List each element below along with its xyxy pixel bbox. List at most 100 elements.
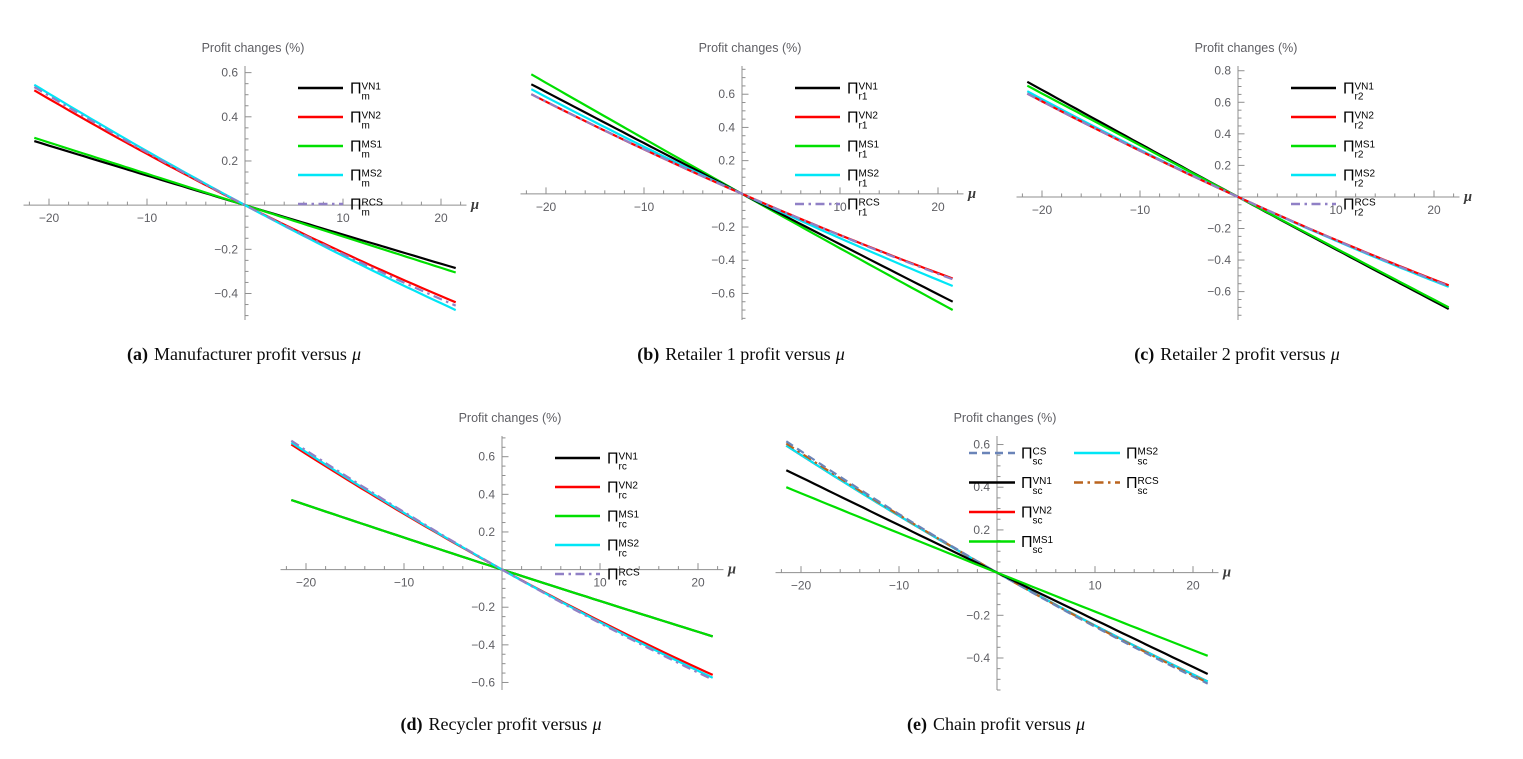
legend-superscript: VN2 [1355, 111, 1375, 122]
legend-symbol: Π [1343, 110, 1355, 127]
y-tick-label: −0.2 [471, 600, 495, 614]
y-tick-label: 0.2 [973, 523, 990, 537]
x-tick-label: 10 [593, 576, 607, 590]
legend-symbol: Π [847, 168, 859, 185]
x-axis-label-mu: μ [727, 562, 736, 578]
y-tick-label: −0.2 [711, 220, 735, 234]
legend-subscript: r1 [859, 208, 868, 219]
series-line-MS2 [33, 83, 457, 312]
legend-symbol: Π [1343, 168, 1355, 185]
legend-symbol: Π [1021, 505, 1033, 522]
y-tick-label: −0.6 [1207, 285, 1231, 299]
caption-label: (d) [400, 714, 423, 734]
caption-text: Retailer 2 profit versus [1160, 344, 1326, 364]
legend-symbol: Π [607, 451, 619, 468]
caption-label: (b) [637, 344, 660, 364]
y-tick-label: −0.4 [214, 286, 238, 300]
legend-symbol: Π [847, 139, 859, 156]
legend-subscript: r2 [1355, 92, 1364, 103]
x-tick-label: 20 [691, 576, 705, 590]
x-tick-label: −10 [137, 211, 158, 225]
legend-subscript: m [362, 179, 370, 190]
caption-mu-symbol: μ [592, 714, 602, 734]
x-tick-label: −20 [296, 576, 317, 590]
y-tick-label: −0.4 [966, 651, 990, 665]
chart-c-canvas: Profit changes (%) −20 −10 10 20 −0.6 −0.4 −0.2… [1016, 41, 1472, 320]
figure-e: Profit changes (%) −20 −10 10 20 −0.4 −0.2 0.2 0… [757, 378, 1235, 750]
chart-e-canvas: Profit changes (%) −20 −10 10 20 −0.4 −0.2 0.2 0… [775, 411, 1231, 691]
caption-text: Retailer 1 profit versus [665, 344, 831, 364]
y-tick-label: 0.4 [973, 480, 990, 494]
chart-title: Profit changes (%) [699, 41, 802, 55]
legend-subscript: rc [619, 491, 627, 502]
legend-superscript: VN1 [1033, 476, 1053, 487]
legend-superscript: RCS [859, 198, 880, 209]
chart-a-canvas: Profit changes (%) −20 −10 10 20 −0.4 −0.2 0.2 0… [23, 41, 479, 320]
series-line-RCS [530, 93, 954, 281]
legend-superscript: VN1 [1355, 82, 1375, 93]
legend-subscript: r1 [859, 179, 868, 190]
series-line-RCS [33, 86, 457, 307]
y-tick-label: 0.4 [221, 110, 238, 124]
x-tick-label: 20 [931, 200, 945, 214]
caption-text: Manufacturer profit versus [154, 344, 347, 364]
figure-c: Profit changes (%) −20 −10 10 20 −0.6 −0.4 −0.2… [998, 8, 1476, 380]
figure-d: Profit changes (%) −20 −10 10 20 −0.6 −0.4 −0.2… [262, 378, 740, 750]
legend-symbol: Π [1126, 446, 1138, 463]
caption-label: (e) [906, 714, 927, 734]
series-line-VN2 [1026, 92, 1450, 287]
legend-superscript: MS1 [619, 510, 640, 521]
legend-symbol: Π [1021, 446, 1033, 463]
y-tick-label: −0.6 [711, 286, 735, 300]
legend-subscript: r2 [1355, 121, 1364, 132]
caption-text: Recycler profit versus [428, 714, 588, 734]
legend-superscript: VN1 [362, 82, 382, 93]
legend-superscript: RCS [1355, 198, 1376, 209]
legend-subscript: rc [619, 549, 627, 560]
legend-subscript: m [362, 92, 370, 103]
series-line-MS1 [785, 486, 1209, 657]
legend-subscript: sc [1138, 457, 1148, 468]
x-tick-label: 10 [1329, 203, 1343, 217]
figure-e-caption: (e) Chain profit versus μ [757, 714, 1235, 735]
legend-subscript: sc [1138, 486, 1148, 497]
x-tick-label: 20 [1427, 203, 1441, 217]
chart-title: Profit changes (%) [1195, 41, 1298, 55]
y-tick-label: 0.6 [1214, 95, 1231, 109]
chart-title: Profit changes (%) [202, 41, 305, 55]
legend-superscript: VN2 [619, 481, 639, 492]
y-tick-label: 0.4 [478, 487, 495, 501]
legend-symbol: Π [350, 81, 362, 98]
x-tick-label: −10 [1130, 203, 1151, 217]
legend-subscript: sc [1033, 486, 1043, 497]
x-tick-label: −20 [536, 200, 557, 214]
x-tick-label: −10 [394, 576, 415, 590]
legend-superscript: MS2 [1138, 447, 1159, 458]
y-tick-label: −0.6 [471, 675, 495, 689]
legend-superscript: RCS [362, 198, 383, 209]
legend-superscript: MS2 [362, 169, 383, 180]
y-tick-label: 0.2 [1214, 158, 1231, 172]
x-tick-label: 20 [434, 211, 448, 225]
figure-b-caption: (b) Retailer 1 profit versus μ [502, 344, 980, 365]
legend-superscript: MS2 [1355, 169, 1376, 180]
figure-a-caption: (a) Manufacturer profit versus μ [5, 344, 483, 365]
legend-symbol: Π [1021, 534, 1033, 551]
legend-symbol: Π [1343, 81, 1355, 98]
